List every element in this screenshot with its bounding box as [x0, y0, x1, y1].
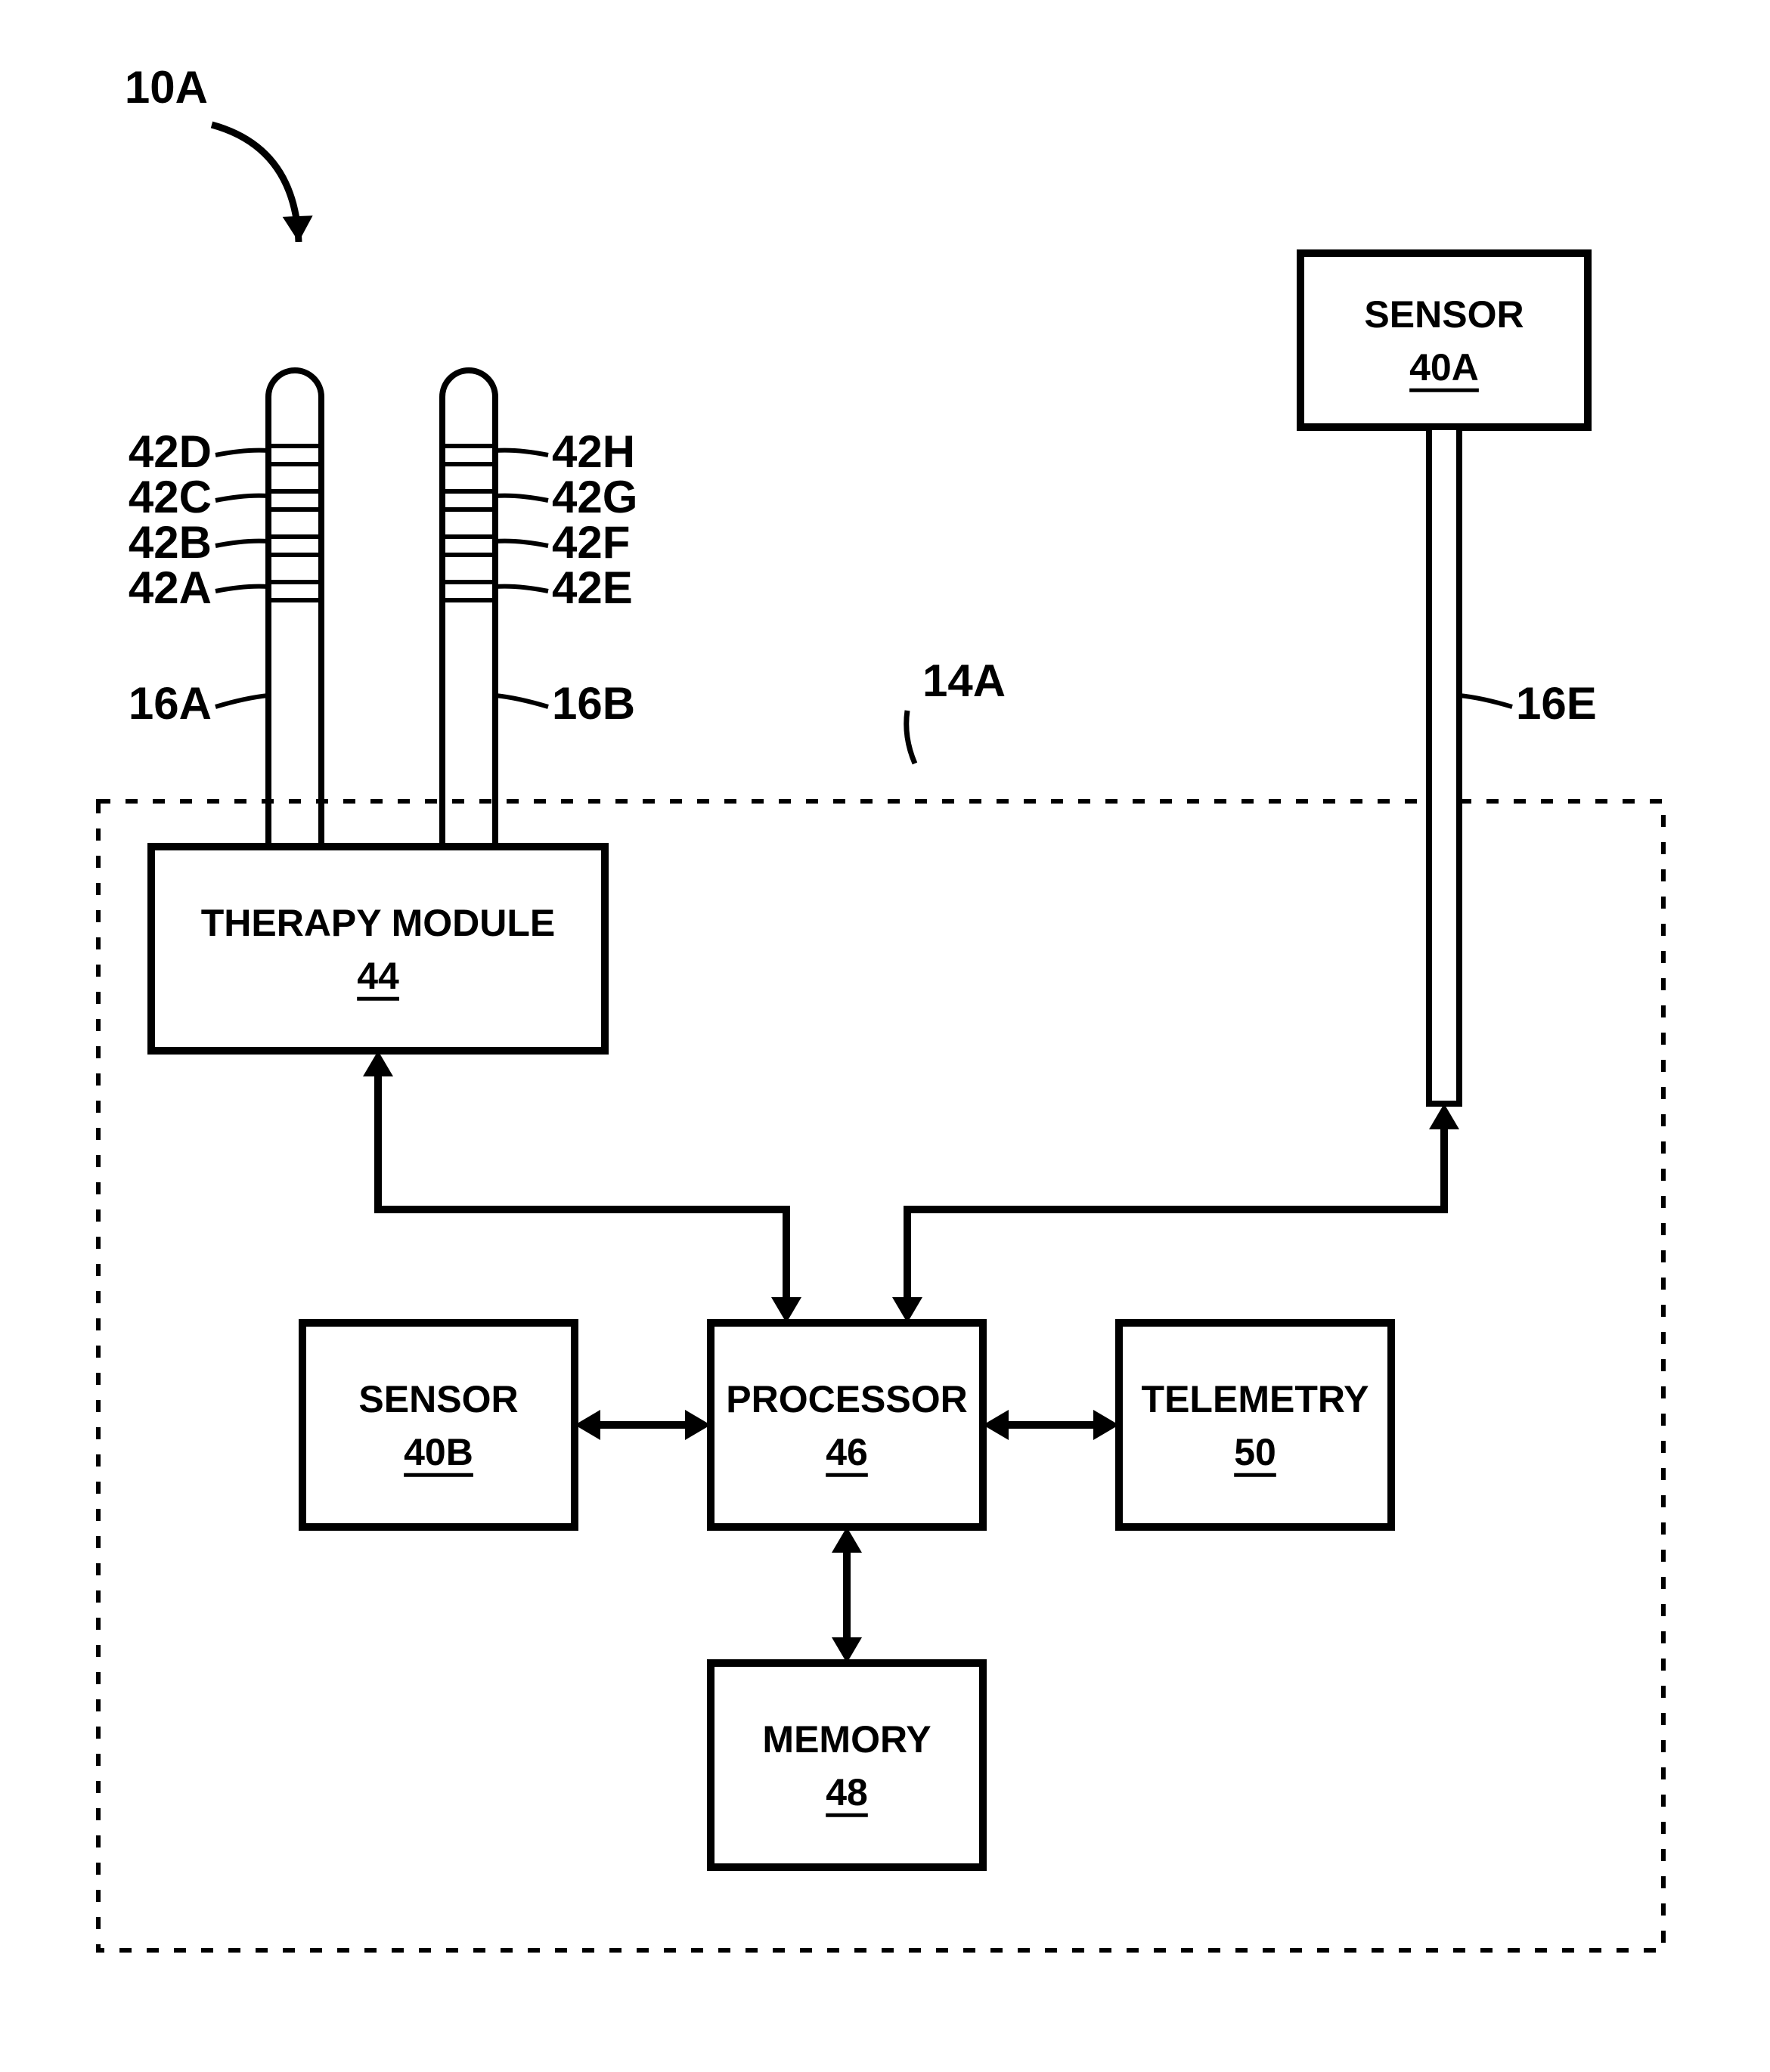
- memory-box-label: MEMORY: [762, 1718, 931, 1761]
- device-container-ref: 14A: [922, 655, 1006, 706]
- lead-b-band-ref: 42H: [552, 426, 635, 477]
- therapy-module-box-ref: 44: [357, 955, 399, 997]
- figure-ref-label: 10A: [125, 62, 208, 113]
- telemetry-box-ref: 50: [1234, 1431, 1276, 1473]
- lead-b-band-ref: 42G: [552, 472, 637, 522]
- memory-box-ref: 48: [826, 1771, 868, 1813]
- lead-a-band-ref: 42C: [129, 472, 212, 522]
- sensor-a-box-ref: 40A: [1409, 346, 1479, 389]
- lead-b-band-ref: 42F: [552, 517, 630, 568]
- lead-b-label: 16B: [552, 678, 635, 729]
- processor-box-ref: 46: [826, 1431, 868, 1473]
- sensor-b-box-label: SENSOR: [358, 1378, 518, 1420]
- lead-a-label: 16A: [129, 678, 212, 729]
- lead-b-band-ref: 42E: [552, 562, 633, 613]
- figure-svg: 10A 14A THERAPY MODULE 44 SENSOR 40B PROCESSOR…: [0, 0, 1770, 2072]
- lead-a-band-ref: 42B: [129, 517, 212, 568]
- sensor-a-box-label: SENSOR: [1364, 293, 1524, 336]
- sensor-b-box-ref: 40B: [404, 1431, 473, 1473]
- sensor-a-lead: [1429, 427, 1459, 1104]
- processor-box-label: PROCESSOR: [726, 1378, 968, 1420]
- lead-a-band-ref: 42D: [129, 426, 212, 477]
- lead-a-band-ref: 42A: [129, 562, 212, 613]
- sensor-a-lead-label: 16E: [1516, 678, 1597, 729]
- telemetry-box-label: TELEMETRY: [1142, 1378, 1369, 1420]
- therapy-module-box-label: THERAPY MODULE: [201, 902, 556, 944]
